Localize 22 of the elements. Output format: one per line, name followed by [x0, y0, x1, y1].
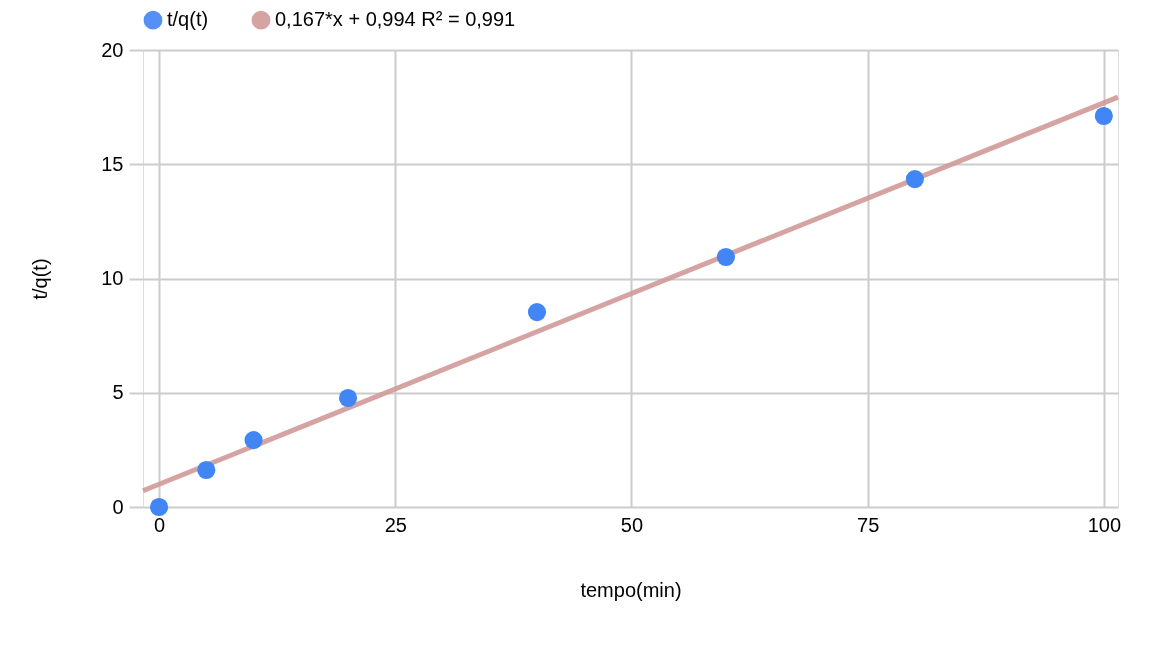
- x-tick-label: 25: [384, 513, 407, 536]
- x-tick-label: 100: [1087, 513, 1122, 536]
- legend-label: 0,167*x + 0,994 R² = 0,991: [275, 8, 516, 31]
- y-axis-title: t/q(t): [29, 258, 52, 300]
- x-tick-label: 50: [620, 513, 644, 536]
- y-tick-label: 0: [112, 495, 124, 518]
- x-axis-title: tempo(min): [580, 578, 682, 601]
- point: [197, 460, 216, 480]
- point: [527, 303, 547, 322]
- point: [149, 497, 169, 517]
- point: [244, 430, 263, 450]
- point: [716, 247, 735, 267]
- y-tick-label: 15: [101, 152, 124, 175]
- point: [1094, 106, 1113, 126]
- y-tick-label: 20: [101, 38, 124, 61]
- point: [338, 388, 358, 408]
- y-tick-label: 10: [101, 267, 124, 289]
- legend-label: t/q(t): [167, 8, 209, 31]
- x-tick-label: 0: [154, 513, 166, 536]
- y-tick-label: 5: [112, 381, 124, 404]
- x-tick-label: 75: [857, 513, 880, 536]
- point: [905, 170, 924, 189]
